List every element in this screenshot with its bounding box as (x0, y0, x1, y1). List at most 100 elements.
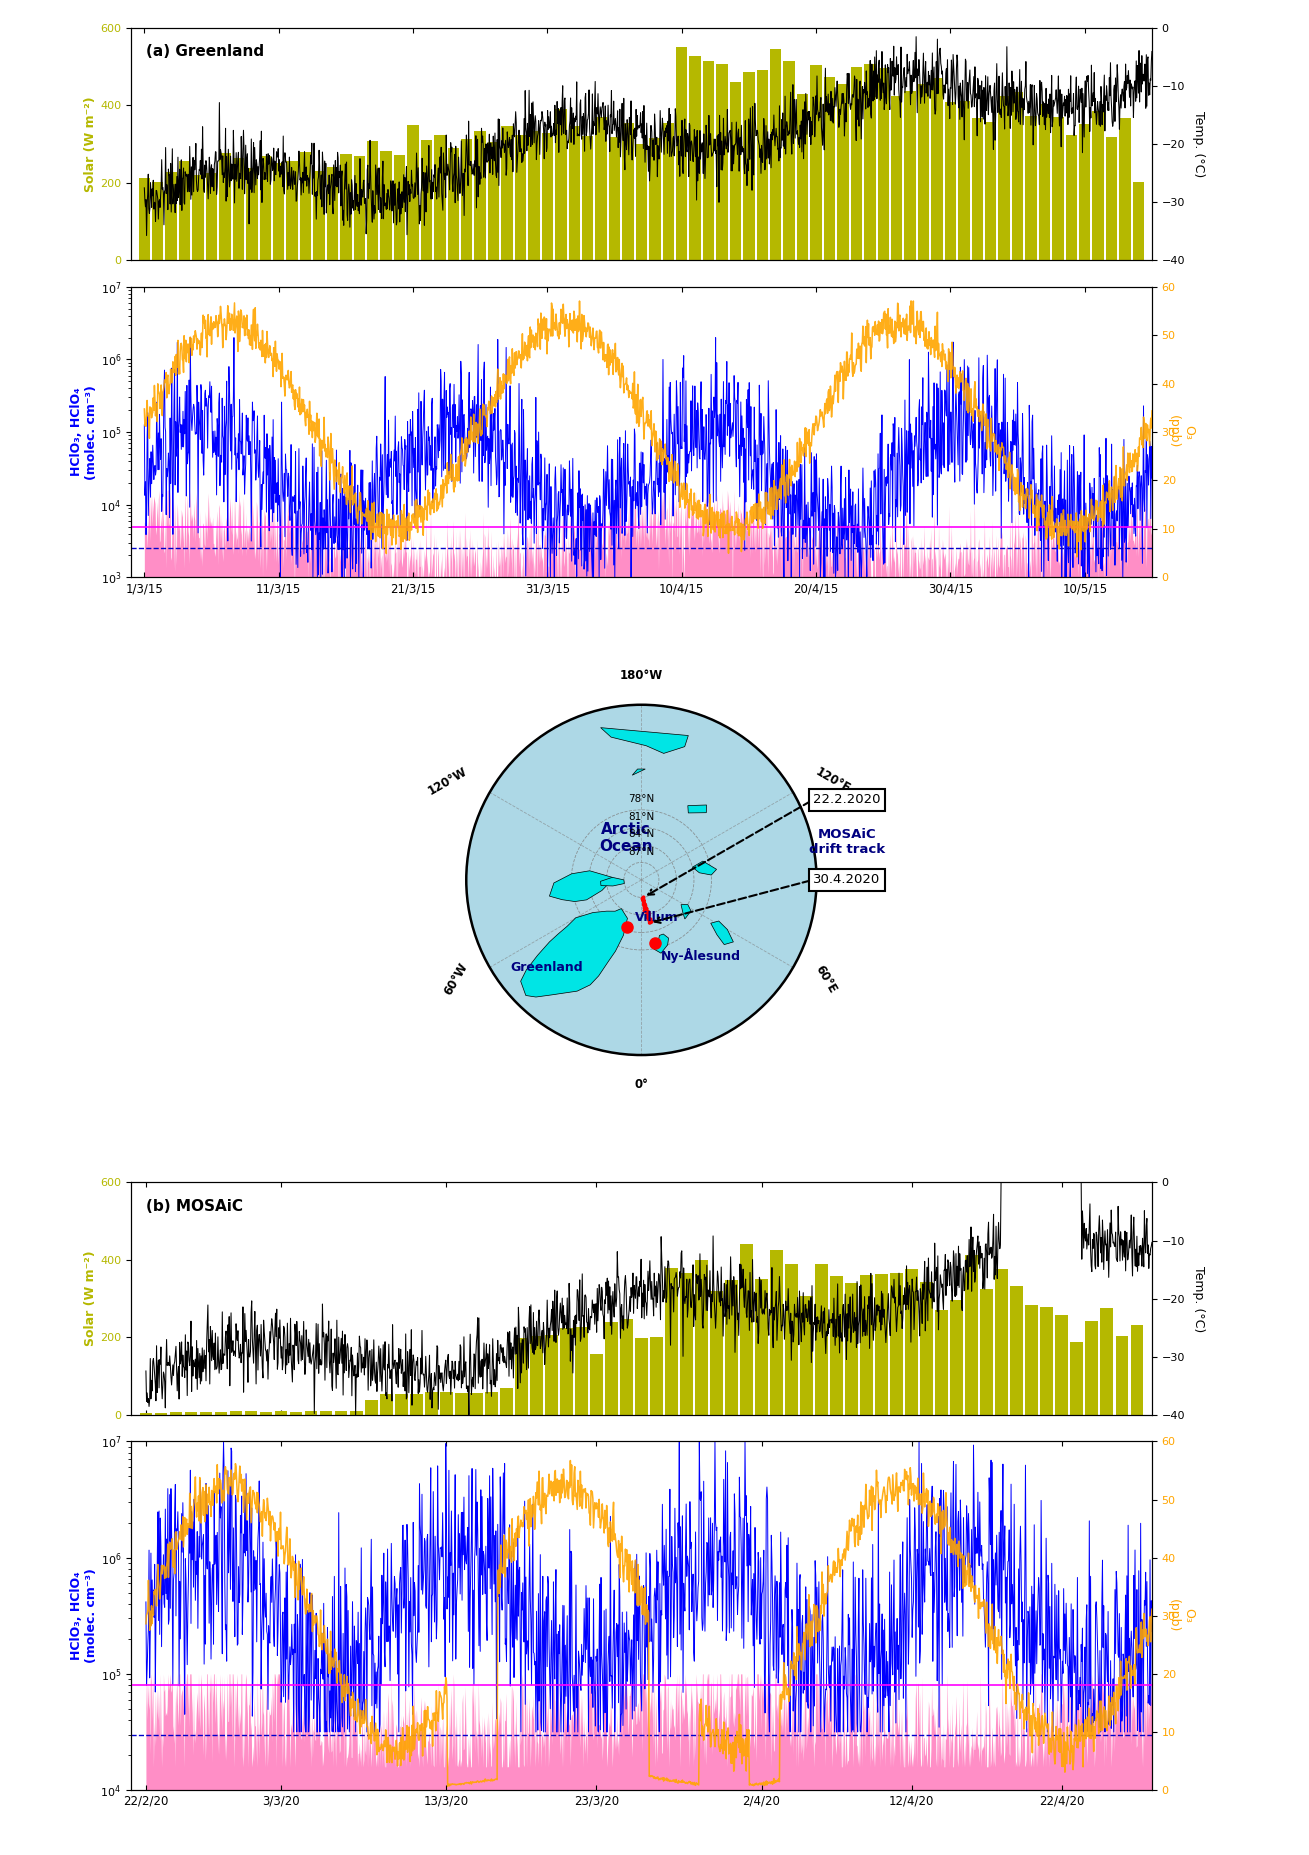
Bar (920, 1282, 933, 1415)
Bar (860, 1274, 873, 1415)
Text: Greenland: Greenland (511, 961, 583, 974)
Text: (b) MOSAiC: (b) MOSAiC (147, 1198, 243, 1213)
Bar (407, 124, 419, 260)
Bar (215, 1412, 228, 1415)
Y-axis label: HClO₃, HClO₄
(molec. cm⁻³): HClO₃, HClO₄ (molec. cm⁻³) (69, 1567, 98, 1664)
Bar (890, 1273, 903, 1415)
Bar (971, 117, 983, 260)
Bar (1066, 135, 1077, 260)
Bar (995, 1269, 1008, 1415)
Bar (681, 1273, 692, 1415)
Text: 60°E: 60°E (813, 963, 839, 994)
Bar (876, 1274, 888, 1415)
Bar (470, 1393, 483, 1415)
Bar (287, 161, 298, 260)
Bar (425, 1391, 437, 1415)
Polygon shape (601, 877, 624, 887)
Text: 120°W: 120°W (427, 764, 470, 798)
Y-axis label: O₃
(ppb): O₃ (ppb) (1168, 1599, 1195, 1632)
Bar (725, 1280, 738, 1415)
Text: 84°N: 84°N (628, 829, 654, 838)
Text: Villum: Villum (635, 911, 678, 924)
Polygon shape (632, 770, 645, 775)
Bar (950, 1300, 963, 1415)
Bar (448, 148, 459, 260)
Bar (810, 65, 822, 260)
Bar (675, 46, 687, 260)
Bar (785, 1265, 798, 1415)
Bar (590, 1354, 602, 1415)
Bar (1119, 117, 1131, 260)
Text: 0°: 0° (635, 1078, 648, 1091)
Bar (583, 135, 593, 260)
Bar (300, 152, 312, 260)
Bar (319, 1412, 332, 1415)
Bar (980, 1289, 994, 1415)
Bar (229, 1412, 242, 1415)
Bar (488, 143, 499, 260)
Bar (233, 158, 243, 260)
Bar (327, 167, 338, 260)
Polygon shape (521, 909, 627, 996)
Y-axis label: Solar (W m⁻²): Solar (W m⁻²) (84, 96, 97, 191)
Bar (395, 1393, 407, 1415)
Bar (635, 1337, 648, 1415)
Bar (246, 169, 258, 260)
Bar (185, 1412, 198, 1415)
Polygon shape (601, 727, 689, 753)
Polygon shape (692, 861, 716, 876)
Bar (394, 154, 406, 260)
Bar (958, 100, 970, 260)
Bar (380, 1395, 393, 1415)
Text: Ny-Ålesund: Ny-Ålesund (661, 948, 741, 963)
Bar (945, 102, 956, 260)
Bar (440, 1393, 453, 1415)
Bar (420, 139, 432, 260)
Bar (622, 122, 634, 260)
Bar (350, 1412, 363, 1415)
Bar (367, 141, 378, 260)
Bar (744, 72, 754, 260)
Bar (1041, 1308, 1054, 1415)
Bar (152, 182, 164, 260)
Bar (1025, 1306, 1038, 1415)
Bar (620, 1319, 632, 1415)
Bar (1052, 117, 1064, 260)
Bar (514, 1337, 528, 1415)
Bar (435, 135, 445, 260)
Bar (906, 1269, 918, 1415)
Bar (305, 1412, 318, 1415)
Bar (905, 91, 916, 260)
Bar (289, 1412, 302, 1415)
Bar (529, 132, 539, 260)
Polygon shape (550, 870, 613, 902)
Bar (716, 65, 728, 260)
Bar (259, 1412, 272, 1415)
Bar (755, 1280, 768, 1415)
Bar (605, 1323, 618, 1415)
Bar (545, 1336, 558, 1415)
Polygon shape (653, 935, 669, 953)
Y-axis label: HClO₃, HClO₄
(molec. cm⁻³): HClO₃, HClO₄ (molec. cm⁻³) (69, 384, 98, 479)
Polygon shape (681, 905, 691, 918)
Bar (936, 1310, 948, 1415)
Bar (891, 96, 902, 260)
Polygon shape (687, 805, 707, 812)
Text: 60°W: 60°W (441, 961, 470, 998)
Bar (729, 82, 741, 260)
Bar (838, 83, 848, 260)
Bar (154, 1414, 168, 1415)
Bar (365, 1401, 377, 1415)
Bar (877, 67, 889, 260)
Bar (514, 135, 526, 260)
Bar (931, 78, 942, 260)
Bar (1079, 124, 1090, 260)
Y-axis label: O₃
(ppb): O₃ (ppb) (1168, 416, 1195, 449)
Text: 78°N: 78°N (628, 794, 654, 803)
Bar (500, 1388, 513, 1415)
Bar (340, 154, 352, 260)
Bar (1039, 104, 1050, 260)
Bar (770, 50, 781, 260)
Bar (484, 1393, 497, 1415)
Bar (139, 178, 151, 260)
